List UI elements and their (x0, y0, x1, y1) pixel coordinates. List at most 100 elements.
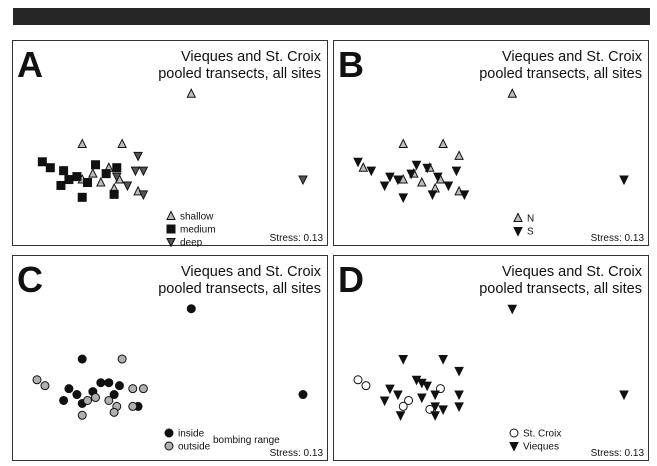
data-point-n (417, 176, 427, 187)
legend-label: N (527, 214, 534, 225)
data-point-medium (64, 175, 74, 185)
panel-title-line: pooled transects, all sites (158, 66, 321, 82)
data-point-s (385, 172, 395, 183)
data-point-vieques (430, 411, 440, 421)
data-point-outside (109, 407, 119, 417)
data-point-vieques (454, 402, 464, 413)
data-point-medium (83, 178, 93, 188)
data-point-s (459, 190, 470, 200)
data-point-n (438, 138, 448, 149)
data-point-n (398, 138, 409, 149)
legend-marker (513, 227, 523, 237)
data-point-medium (59, 166, 69, 176)
data-point-deep (130, 166, 141, 177)
legend-marker (509, 428, 519, 438)
data-point-inside (77, 354, 87, 364)
data-point-vieques (454, 390, 464, 401)
data-point-vieques (454, 366, 464, 377)
legend-marker (513, 212, 523, 222)
data-point-medium (112, 163, 122, 173)
data-point-shallow (186, 88, 197, 98)
data-point-inside (64, 384, 74, 394)
data-point-n (454, 150, 464, 160)
legend-label: shallow (180, 212, 214, 223)
data-point-vieques (430, 402, 440, 413)
data-point-s (393, 175, 403, 186)
legend-marker (166, 210, 176, 220)
data-point-s (422, 163, 432, 174)
data-point-deep (122, 181, 133, 192)
data-point-medium (101, 169, 111, 179)
data-point-shallow (77, 138, 88, 149)
data-point-s (619, 175, 629, 186)
data-point-s (443, 181, 454, 192)
data-point-s (427, 190, 438, 200)
legend-marker (164, 428, 174, 438)
panel-a: A Vieques and St. Croix pooled transects, … (12, 40, 328, 248)
data-point-outside (117, 354, 127, 364)
panel-title-line: pooled transects, all sites (158, 281, 321, 297)
data-point-vieques (422, 381, 432, 392)
data-point-outside (128, 401, 138, 411)
panel-title-line: pooled transects, all sites (479, 66, 642, 82)
data-point-outside (91, 393, 101, 403)
data-point-inside (96, 378, 106, 388)
data-point-inside (104, 378, 114, 388)
data-point-n (507, 88, 518, 98)
panel-d: D Vieques and St. Croix pooled transects, … (333, 255, 649, 461)
panel-letter: B (338, 44, 364, 85)
panel-b: B Vieques and St. Croix pooled transects, … (333, 40, 649, 246)
legend-label: Vieques (523, 442, 559, 453)
data-point-outside (32, 375, 42, 385)
legend-title: bombing range (213, 435, 280, 446)
legend-label: deep (180, 238, 203, 248)
panel-c: C Vieques and St. Croix pooled transects, … (12, 255, 328, 461)
data-point-shallow (96, 176, 106, 187)
data-point-medium (91, 160, 101, 170)
data-point-st-croix (353, 375, 363, 385)
data-point-vieques (619, 390, 629, 401)
data-point-st-croix (361, 381, 371, 391)
data-point-inside (186, 304, 196, 314)
data-point-s (406, 169, 417, 180)
data-point-deep (133, 151, 143, 162)
data-point-vieques (411, 375, 422, 386)
data-point-outside (128, 384, 138, 394)
legend-label: St. Croix (523, 429, 561, 440)
data-point-vieques (395, 411, 406, 421)
data-point-s (398, 193, 409, 203)
panel-title-line: Vieques and St. Croix (502, 264, 643, 280)
data-point-medium (37, 157, 47, 167)
data-point-outside (138, 384, 148, 394)
data-point-inside (59, 395, 69, 405)
data-point-shallow (88, 168, 98, 178)
data-point-shallow (117, 138, 127, 149)
data-point-deep (138, 190, 149, 200)
data-point-s (411, 160, 422, 171)
legend-label: outside (178, 442, 211, 453)
legend-label: medium (180, 225, 216, 236)
stress-label: Stress: 0.13 (591, 233, 645, 244)
stress-label: Stress: 0.13 (270, 233, 324, 244)
panel-letter: D (338, 259, 364, 300)
data-point-s (366, 166, 377, 177)
data-point-vieques (385, 384, 395, 395)
data-point-s (379, 181, 390, 192)
data-point-s (451, 166, 462, 177)
data-point-inside (72, 390, 82, 400)
data-point-st-croix (398, 401, 408, 411)
stress-label: Stress: 0.13 (270, 448, 324, 459)
data-point-vieques (417, 393, 427, 404)
panel-title-line: pooled transects, all sites (479, 281, 642, 297)
data-point-vieques (393, 390, 403, 401)
data-point-outside (104, 395, 114, 405)
data-point-inside (109, 390, 119, 400)
data-point-medium (45, 163, 55, 173)
data-point-vieques (379, 396, 390, 407)
data-point-s (353, 157, 363, 168)
panel-title-line: Vieques and St. Croix (502, 49, 643, 65)
panel-title-line: Vieques and St. Croix (181, 264, 322, 280)
